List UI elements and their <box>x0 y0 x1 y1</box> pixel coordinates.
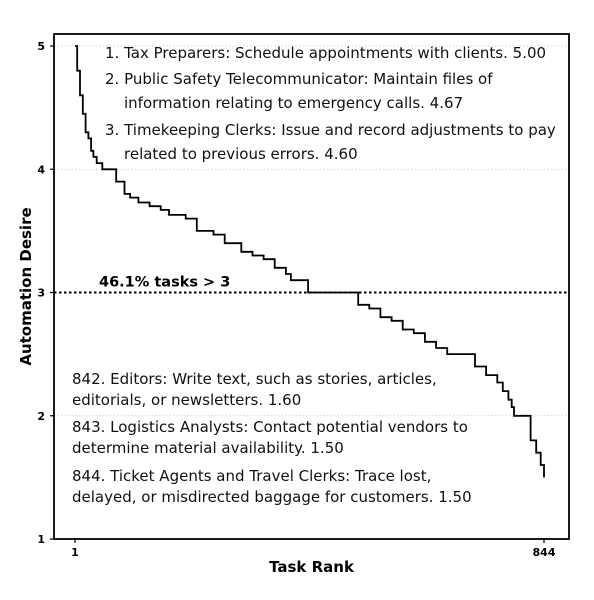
annotation-top-3: information relating to emergency calls.… <box>124 94 463 112</box>
top-annotations: 1. Tax Preparers: Schedule appointments … <box>105 44 556 163</box>
y-axis-ticks: 1 2 3 4 5 <box>37 40 54 546</box>
annotation-bottom-5: 844. Ticket Agents and Travel Clerks: Tr… <box>72 467 431 485</box>
y-tick-label-1: 1 <box>37 533 45 546</box>
bottom-annotations: 842. Editors: Write text, such as storie… <box>72 370 472 506</box>
annotation-top-4: 3. Timekeeping Clerks: Issue and record … <box>105 121 556 139</box>
annotation-bottom-2: editorials, or newsletters. 1.60 <box>72 391 301 409</box>
x-tick-label-1: 1 <box>71 546 79 559</box>
annotation-bottom-3: 843. Logistics Analysts: Contact potenti… <box>72 418 468 436</box>
annotation-bottom-4: determine material availability. 1.50 <box>72 439 344 457</box>
series-line <box>75 45 545 478</box>
annotation-bottom-1: 842. Editors: Write text, such as storie… <box>72 370 437 388</box>
x-axis-title: Task Rank <box>269 558 355 576</box>
y-tick-label-4: 4 <box>37 163 45 176</box>
y-axis-title: Automation Desire <box>17 207 35 365</box>
plot-frame <box>53 33 570 540</box>
y-tick-label-3: 3 <box>37 287 45 300</box>
annotation-bottom-6: delayed, or misdirected baggage for cust… <box>72 488 472 506</box>
annotation-top-1: 1. Tax Preparers: Schedule appointments … <box>105 44 546 62</box>
y-tick-label-5: 5 <box>37 40 45 53</box>
annotation-top-5: related to previous errors. 4.60 <box>124 145 358 163</box>
annotation-top-2: 2. Public Safety Telecommunicator: Maint… <box>105 70 493 88</box>
y-tick-label-2: 2 <box>37 410 45 423</box>
reference-line-label: 46.1% tasks > 3 <box>99 275 230 291</box>
x-axis-ticks: 1 844 <box>71 539 556 559</box>
x-tick-label-844: 844 <box>533 546 556 559</box>
